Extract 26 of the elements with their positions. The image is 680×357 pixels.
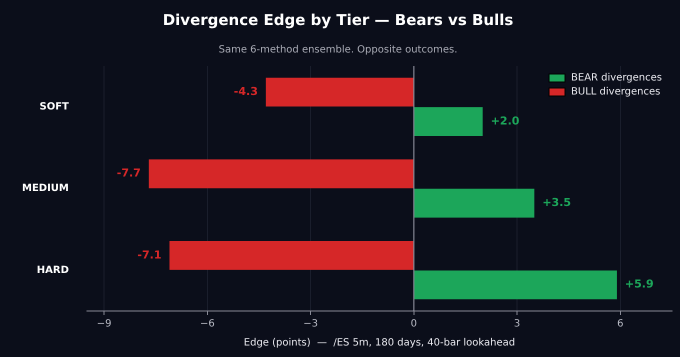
legend-label: BULL divergences [571,86,660,98]
bar [148,159,414,188]
data-label: -7.7 [116,166,141,180]
y-tick-label: MEDIUM [22,183,69,194]
bar [266,78,414,107]
x-tick-label: 6 [617,318,624,330]
x-tick-label: 0 [410,318,418,330]
x-tick-label: 3 [514,318,520,330]
data-label: +3.5 [542,196,572,210]
data-label: +5.9 [624,278,654,291]
x-tick-label: −9 [96,318,112,330]
y-tick-label: HARD [36,264,69,276]
legend-label: BEAR divergences [571,72,662,84]
bar [414,188,534,218]
bar [414,107,483,136]
chart-title: Divergence Edge by Tier — Bears vs Bulls [162,10,514,29]
x-axis-title: Edge (points) — /ES 5m, 180 days, 40-bar lookahead [244,338,516,349]
data-label: -7.1 [137,248,162,262]
chart-subtitle: Same 6-method ensemble. Opposite outcomes. [218,44,458,56]
bar [169,241,414,270]
x-tick-label: −3 [303,318,318,330]
bar [414,270,617,300]
data-label: +2.0 [490,114,520,128]
y-tick-label: SOFT [40,101,70,112]
data-label: -4.3 [234,84,258,98]
x-tick-label: −6 [200,318,215,330]
